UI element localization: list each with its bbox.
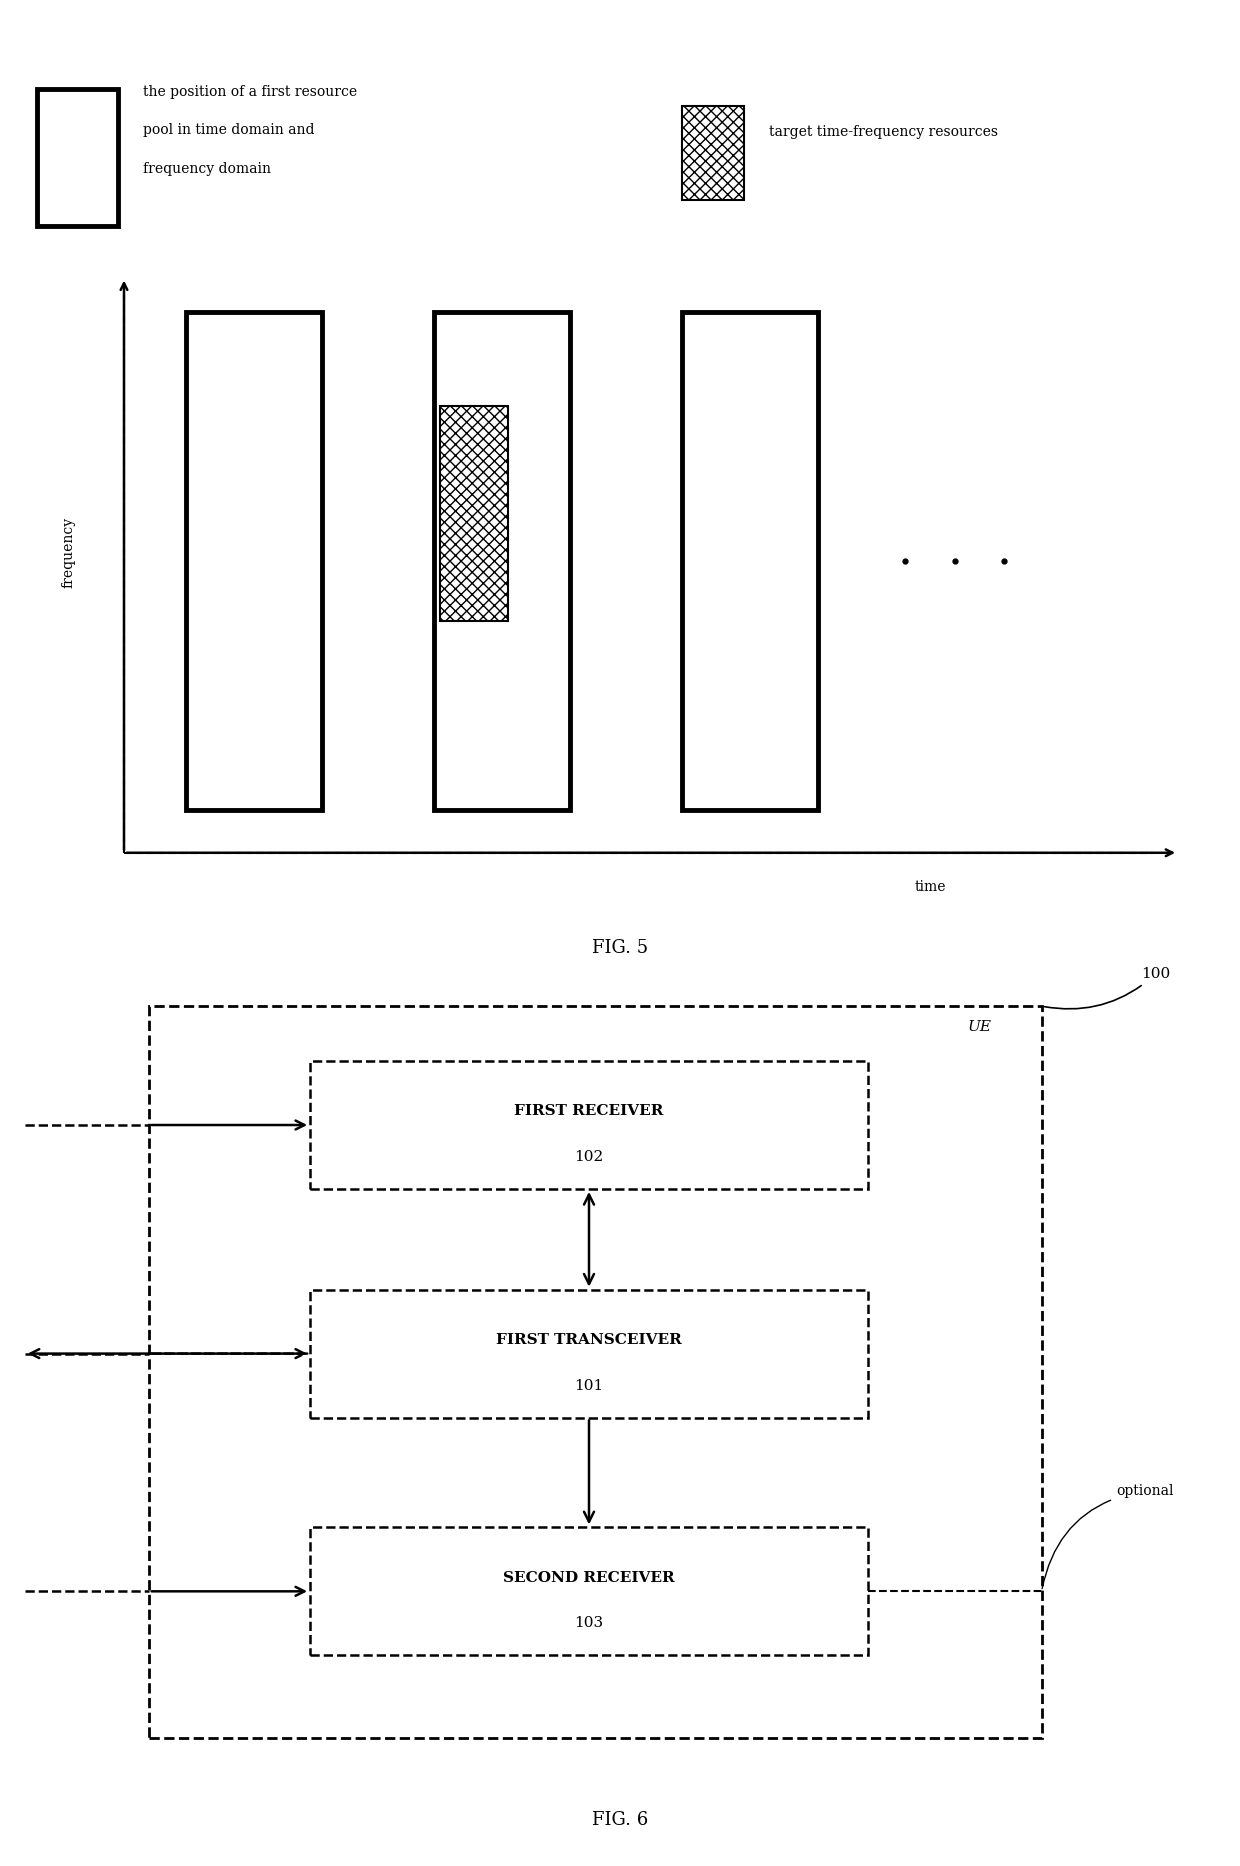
Text: target time-frequency resources: target time-frequency resources [769, 125, 998, 138]
Bar [149, 1006, 1042, 1737]
Text: 101: 101 [574, 1379, 604, 1392]
Text: pool in time domain and: pool in time domain and [143, 123, 314, 138]
Bar [682, 106, 744, 200]
Text: FIRST TRANSCEIVER: FIRST TRANSCEIVER [496, 1332, 682, 1347]
Text: frequency: frequency [61, 517, 76, 588]
Text: UE: UE [967, 1021, 991, 1034]
Text: SECOND RECEIVER: SECOND RECEIVER [503, 1571, 675, 1584]
Bar [434, 312, 570, 810]
Bar [310, 1289, 868, 1418]
Text: FIG. 6: FIG. 6 [591, 1810, 649, 1829]
Text: the position of a first resource: the position of a first resource [143, 84, 357, 99]
Text: FIG. 5: FIG. 5 [591, 939, 649, 957]
Bar [37, 90, 118, 226]
Bar [682, 312, 818, 810]
Text: optional: optional [1042, 1483, 1173, 1588]
Bar [440, 407, 508, 621]
Text: time: time [914, 881, 946, 894]
Text: FIRST RECEIVER: FIRST RECEIVER [515, 1105, 663, 1118]
Bar [186, 312, 322, 810]
Text: frequency domain: frequency domain [143, 162, 270, 175]
Bar [310, 1062, 868, 1189]
Bar [310, 1526, 868, 1655]
Text: 102: 102 [574, 1149, 604, 1164]
Text: 103: 103 [574, 1616, 604, 1631]
Text: 100: 100 [1044, 967, 1171, 1010]
